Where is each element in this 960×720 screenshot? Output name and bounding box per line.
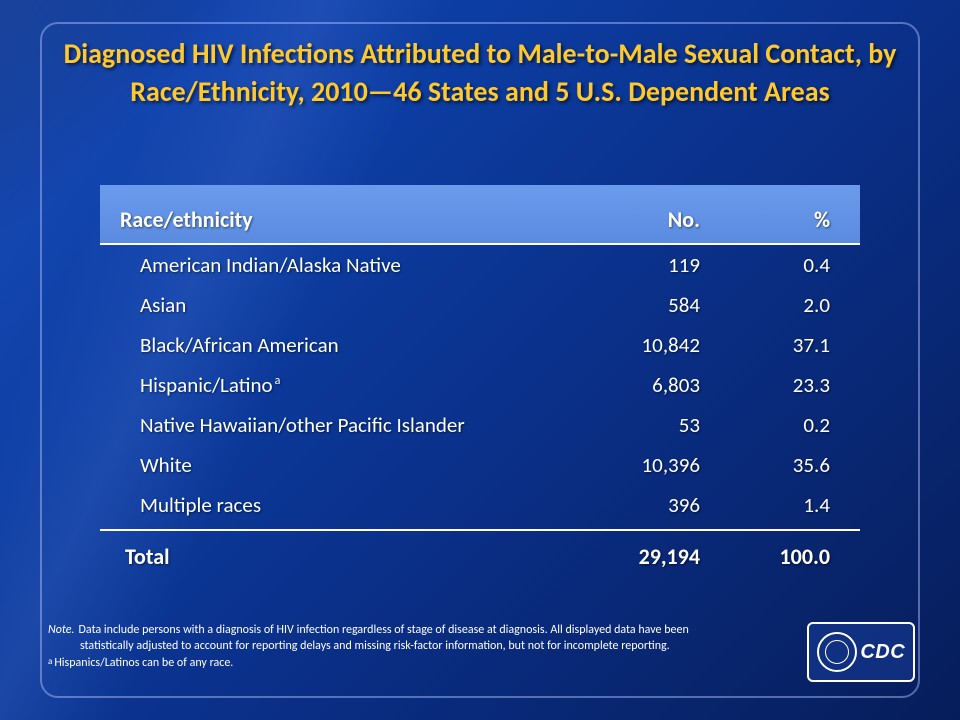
slide: Diagnosed HIV Infections Attributed to M… — [0, 0, 960, 720]
cdc-logo-box: CDC — [807, 622, 915, 682]
cdc-logo-text: CDC — [860, 641, 905, 664]
row-no: 396 — [570, 492, 720, 518]
table-row: White10,39635.6 — [100, 445, 860, 485]
row-label: Hispanic/Latinoa — [100, 372, 570, 398]
total-pct: 100.0 — [720, 543, 860, 570]
note-line2: statistically adjusted to account for re… — [48, 639, 798, 655]
row-pct: 1.4 — [720, 492, 860, 518]
table-row: Hispanic/Latinoa6,80323.3 — [100, 365, 860, 405]
footnote-a-text: Hispanics/Latinos can be of any race. — [54, 656, 233, 672]
row-no: 53 — [570, 412, 720, 438]
note-line1: Data include persons with a diagnosis of… — [79, 623, 798, 639]
row-label: Asian — [100, 292, 570, 318]
row-pct: 35.6 — [720, 452, 860, 478]
row-pct: 0.2 — [720, 412, 860, 438]
row-no: 584 — [570, 292, 720, 318]
note-label: Note. — [48, 623, 75, 639]
slide-title: Diagnosed HIV Infections Attributed to M… — [60, 35, 900, 111]
row-label: Multiple races — [100, 492, 570, 518]
table-row: Asian5842.0 — [100, 285, 860, 325]
total-label: Total — [100, 543, 570, 570]
table-total-row: Total 29,194 100.0 — [100, 529, 860, 576]
table-row: Native Hawaiian/other Pacific Islander53… — [100, 405, 860, 445]
table-header-row: Race/ethnicity No. % — [100, 185, 860, 245]
row-pct: 23.3 — [720, 372, 860, 398]
header-no: No. — [570, 206, 720, 233]
total-no: 29,194 — [570, 543, 720, 570]
row-label: White — [100, 452, 570, 478]
hhs-seal-icon — [817, 632, 857, 672]
table-row: Multiple races3961.4 — [100, 485, 860, 525]
row-sup: a — [275, 374, 281, 388]
row-pct: 0.4 — [720, 252, 860, 278]
row-pct: 37.1 — [720, 332, 860, 358]
row-no: 6,803 — [570, 372, 720, 398]
row-label: Native Hawaiian/other Pacific Islander — [100, 412, 570, 438]
footnote-a-sup: a — [48, 656, 52, 672]
table-row: Black/African American10,84237.1 — [100, 325, 860, 365]
header-race: Race/ethnicity — [100, 206, 570, 233]
row-no: 10,396 — [570, 452, 720, 478]
row-label: American Indian/Alaska Native — [100, 252, 570, 278]
row-label: Black/African American — [100, 332, 570, 358]
header-pct: % — [720, 206, 860, 233]
row-pct: 2.0 — [720, 292, 860, 318]
row-no: 119 — [570, 252, 720, 278]
footnote-block: Note. Data include persons with a diagno… — [48, 623, 798, 672]
data-table: Race/ethnicity No. % American Indian/Ala… — [100, 185, 860, 576]
row-no: 10,842 — [570, 332, 720, 358]
table-row: American Indian/Alaska Native1190.4 — [100, 245, 860, 285]
